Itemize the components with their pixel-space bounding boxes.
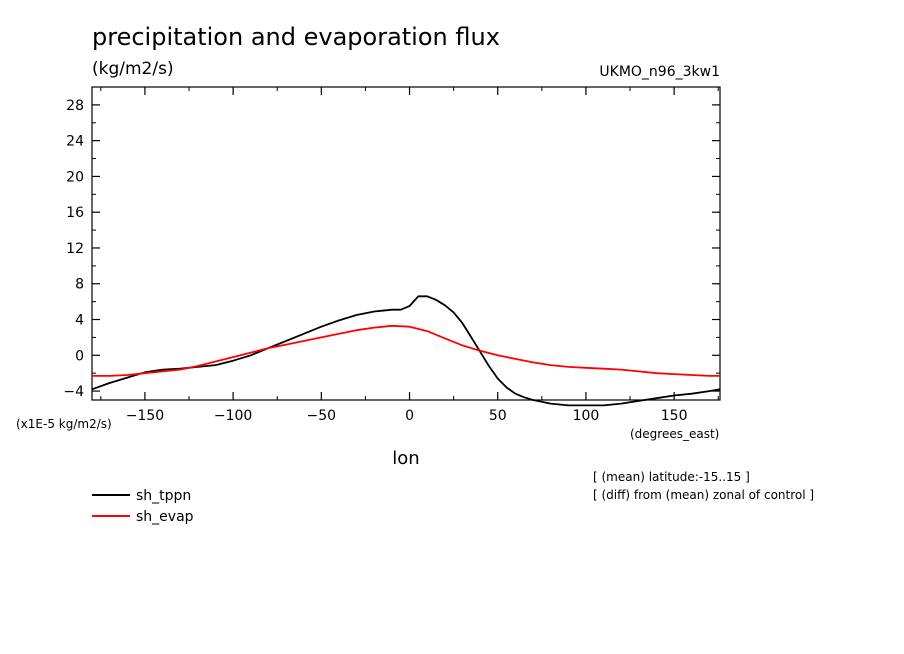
x-axis-label: lon	[392, 448, 419, 469]
scale-label: (x1E-5 kg/m2/s)	[16, 417, 112, 431]
chart-title: precipitation and evaporation flux	[92, 23, 500, 51]
x-tick-label: 50	[489, 408, 507, 424]
model-label: UKMO_n96_3kw1	[599, 64, 720, 80]
y-tick-label: 24	[66, 134, 84, 150]
y-tick-label: 28	[66, 98, 84, 114]
y-tick-label: 20	[66, 169, 84, 185]
y-tick-label: 0	[75, 348, 84, 364]
y-tick-label: −4	[63, 384, 84, 400]
y-tick-label: 16	[66, 205, 84, 221]
plot-frame	[91, 86, 721, 401]
legend-label-sh-tppn: sh_tppn	[136, 488, 191, 504]
y-tick-label: 12	[66, 241, 84, 257]
x-tick-label: −50	[307, 408, 337, 424]
plot-area: −150 −100 −50 0 50 100 150 −4 0 4 8 12 16 20 24 28	[63, 86, 721, 424]
series-lines	[91, 295, 721, 407]
series-line-sh-tppn	[91, 295, 721, 407]
x-tick-label: 150	[661, 408, 688, 424]
chart-units: (kg/m2/s)	[92, 59, 174, 79]
x-axis-units: (degrees_east)	[630, 427, 719, 441]
series-line-sh-evap	[92, 324, 720, 377]
note-diff: [ (diff) from (mean) zonal of control ]	[593, 488, 814, 502]
x-tick-label: 100	[573, 408, 600, 424]
y-tick-label: 4	[75, 313, 84, 329]
x-tick-label: −100	[214, 408, 252, 424]
y-tick-label: 8	[75, 277, 84, 293]
axis-ticks: −150 −100 −50 0 50 100 150 −4 0 4 8 12 16 20 24 28	[63, 86, 720, 424]
legend: sh_tppn sh_evap	[92, 488, 194, 525]
x-tick-label: −150	[126, 408, 164, 424]
note-latitude: [ (mean) latitude:-15..15 ]	[593, 470, 750, 484]
legend-label-sh-evap: sh_evap	[136, 509, 194, 525]
x-tick-label: 0	[405, 408, 414, 424]
